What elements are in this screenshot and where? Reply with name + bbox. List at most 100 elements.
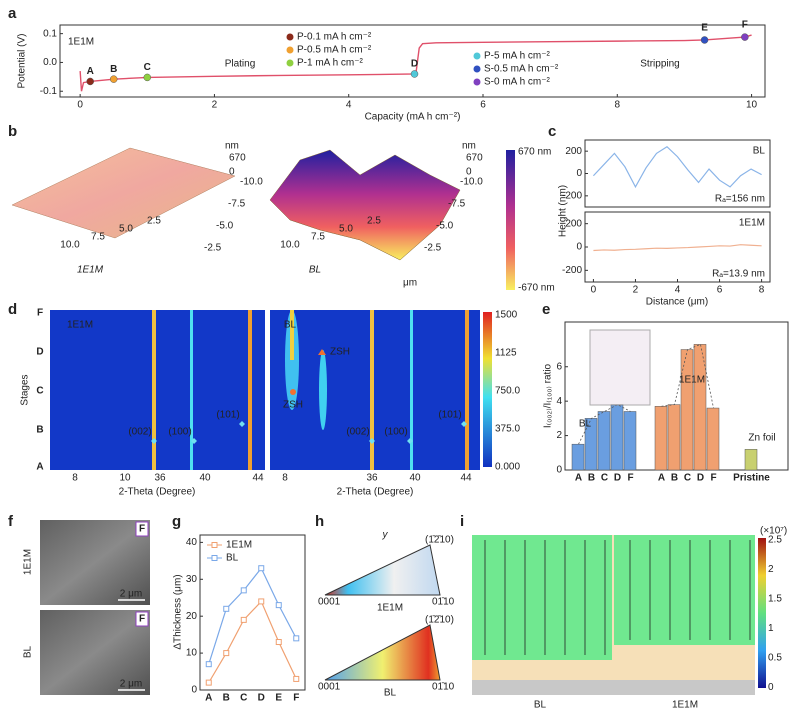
category-label: B: [671, 473, 678, 484]
y-tick-label: -7.5: [228, 199, 246, 210]
field-lines: [484, 540, 751, 655]
y-tick-label: 30: [186, 574, 198, 585]
stage-label: A: [36, 462, 43, 473]
x-tick-label: 4: [675, 285, 681, 296]
multiplier: (×10⁷): [760, 526, 787, 537]
series-marker: [223, 605, 230, 612]
zsh-label: ZSH: [330, 347, 350, 358]
bar: [706, 407, 720, 471]
legend-marker: [286, 33, 294, 41]
colorbar-label: 1125: [495, 348, 517, 359]
x-tick-label: 8: [615, 100, 621, 111]
bar: [610, 404, 624, 471]
tag-box: [135, 521, 149, 537]
panel-letter: g: [172, 513, 181, 530]
colorbar-label: 0.000: [495, 462, 520, 473]
colorbar-label: 2.5: [768, 535, 782, 546]
peak-label: (101): [216, 410, 239, 421]
bar: [667, 404, 681, 471]
corner-label: 01̄10: [432, 682, 455, 693]
pole-figure: [324, 544, 441, 596]
legend-marker: [473, 65, 481, 73]
series-marker: [293, 675, 300, 682]
x-tick-label: 0: [591, 285, 597, 296]
x-tick-label: 10.0: [60, 240, 80, 251]
sample-label: 1E1M: [672, 700, 698, 711]
panel-letter: a: [8, 5, 17, 22]
panel-letter: e: [542, 301, 550, 318]
category-label: A: [575, 473, 582, 484]
annotation: Rₐ=13.9 nm: [712, 269, 765, 280]
panel-letter: i: [460, 513, 464, 530]
category-label: Pristine: [733, 473, 770, 484]
legend-label: P-5 mA h cm⁻²: [484, 51, 551, 62]
legend-marker: [211, 542, 218, 548]
sample-label: BL: [753, 146, 766, 157]
x-tick-label: 7.5: [91, 232, 105, 243]
sample-label: 1E1M: [77, 265, 104, 276]
peak-label: (100): [384, 427, 407, 438]
heatmap: [270, 310, 480, 470]
panel-letter: d: [8, 301, 17, 318]
y-tick-label: -7.5: [448, 199, 466, 210]
series-marker: [205, 679, 212, 686]
annotation: Plating: [225, 59, 256, 70]
y-tick-label: 200: [565, 218, 582, 229]
sample-label: 1E1M: [739, 218, 765, 229]
bar: [571, 443, 585, 471]
category-label: F: [710, 473, 716, 484]
bar: [584, 418, 598, 471]
x-tick-label: 8: [282, 473, 288, 484]
legend-label: BL: [226, 553, 239, 564]
potential-curve: [79, 34, 752, 92]
zsh-label: ZSH: [283, 400, 303, 411]
sample-label: 1E1M: [377, 603, 403, 614]
legend-marker: [473, 52, 481, 60]
y-tick-label: 0: [576, 242, 582, 253]
legend-marker: [286, 46, 294, 54]
colorbar-label: 0.5: [768, 653, 782, 664]
colorbar-label: 0: [768, 682, 774, 693]
y-tick-label: 0: [576, 168, 582, 179]
colorbar: [506, 150, 515, 290]
tag-box: [135, 611, 149, 627]
x-tick-label: 40: [409, 473, 421, 484]
y-tick-label: -200: [562, 265, 582, 276]
bar: [597, 411, 611, 471]
axis-label: Capacity (mA h cm⁻²): [365, 112, 461, 123]
x-tick-label: 40: [199, 473, 211, 484]
axis-label: ΔThickness (μm): [173, 574, 184, 649]
bar: [693, 344, 707, 471]
y-tick-label: 4: [556, 396, 562, 407]
x-tick-label: 10.0: [280, 240, 300, 251]
x-tick-label: 6: [480, 100, 486, 111]
colorbar-label: 375.0: [495, 424, 520, 435]
y-tick-label: -200: [562, 190, 582, 201]
stage-point: [741, 33, 749, 41]
category-label: E: [275, 693, 282, 704]
legend-label: S-0.5 mA h cm⁻²: [484, 64, 559, 75]
category-label: F: [293, 693, 299, 704]
plot-frame: [199, 534, 306, 691]
y-tick-label: 2: [556, 430, 562, 441]
panel-letter: f: [8, 513, 14, 530]
stage-tag: F: [139, 614, 145, 625]
colorbar-label: 1.5: [768, 594, 782, 605]
simulation-field: [472, 535, 612, 660]
series-line: [208, 567, 297, 665]
stage-tag: F: [139, 524, 145, 535]
category-label: B: [223, 693, 230, 704]
category-label: F: [627, 473, 633, 484]
stage-label: D: [411, 59, 418, 70]
x-tick-label: 10: [746, 100, 758, 111]
diffraction-stripes: [152, 310, 469, 470]
group-label: Zn foil: [748, 433, 775, 444]
y-tick-label: -5.0: [216, 221, 234, 232]
stage-point: [700, 36, 709, 44]
legend-label: P-1 mA h cm⁻²: [297, 58, 364, 69]
series-marker: [258, 565, 265, 572]
category-label: C: [601, 473, 608, 484]
sample-label: BL: [309, 265, 321, 276]
scale-label: 2 μm: [120, 679, 142, 690]
plot-frame: [59, 24, 766, 98]
